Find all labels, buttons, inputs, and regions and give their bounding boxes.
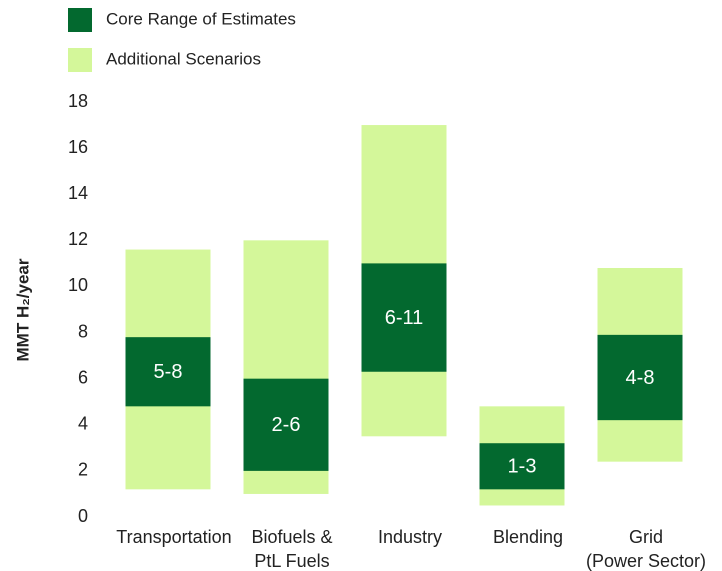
bar: [243, 378, 329, 471]
x-tick-label: Industry: [378, 527, 442, 547]
x-tick-label: Biofuels &: [251, 527, 332, 547]
y-axis-label: MMT H₂/year: [13, 258, 32, 361]
x-tick-label: Transportation: [116, 527, 231, 547]
y-tick-label: 14: [68, 183, 88, 203]
y-tick-label: 18: [68, 91, 88, 111]
x-tick-label: PtL Fuels: [254, 551, 329, 571]
bar: [479, 443, 565, 490]
legend-swatch: [68, 8, 92, 32]
value-label: 6-11: [385, 307, 424, 329]
y-tick-label: 2: [78, 460, 88, 480]
y-tick-label: 16: [68, 137, 88, 157]
value-label: 4-8: [626, 367, 655, 389]
legend-swatch: [68, 48, 92, 72]
y-tick-label: 4: [78, 414, 88, 434]
value-label: 2-6: [272, 414, 301, 436]
value-label: 1-3: [508, 456, 537, 478]
y-tick-label: 10: [68, 275, 88, 295]
x-tick-label: Grid: [629, 527, 663, 547]
legend-label: Additional Scenarios: [106, 49, 261, 68]
y-tick-label: 0: [78, 506, 88, 526]
y-tick-label: 6: [78, 367, 88, 387]
bar: [597, 334, 683, 421]
value-label: 5-8: [154, 361, 183, 383]
y-tick-label: 12: [68, 229, 88, 249]
x-tick-label: (Power Sector): [586, 551, 706, 571]
bar: [361, 263, 447, 372]
x-tick-label: Blending: [493, 527, 563, 547]
bar: [125, 337, 211, 407]
y-tick-label: 8: [78, 321, 88, 341]
legend-label: Core Range of Estimates: [106, 9, 296, 28]
